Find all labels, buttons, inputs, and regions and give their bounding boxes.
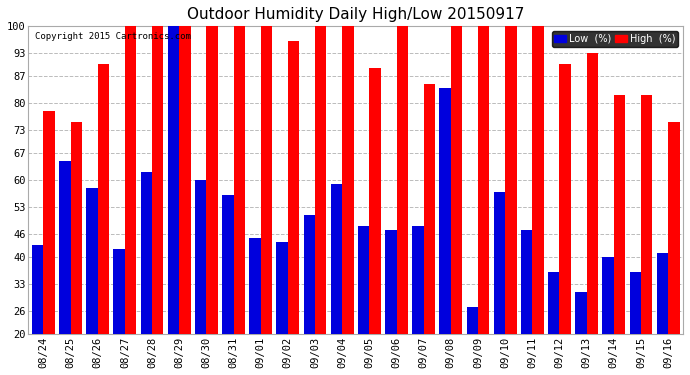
Bar — [86, 188, 98, 334]
Bar — [641, 95, 652, 334]
Title: Outdoor Humidity Daily High/Low 20150917: Outdoor Humidity Daily High/Low 20150917 — [187, 7, 524, 22]
Bar — [575, 292, 586, 334]
Bar — [369, 68, 381, 334]
Bar — [32, 246, 43, 334]
Bar — [249, 238, 261, 334]
Bar — [657, 253, 668, 334]
Bar — [532, 26, 544, 334]
Bar — [424, 84, 435, 334]
Bar — [342, 26, 353, 334]
Bar — [179, 26, 190, 334]
Bar — [222, 195, 233, 334]
Legend: Low  (%), High  (%): Low (%), High (%) — [551, 31, 678, 46]
Bar — [560, 64, 571, 334]
Bar — [385, 230, 397, 334]
Bar — [440, 87, 451, 334]
Bar — [59, 161, 70, 334]
Bar — [548, 272, 560, 334]
Bar — [70, 122, 82, 334]
Bar — [614, 95, 625, 334]
Text: Copyright 2015 Cartronics.com: Copyright 2015 Cartronics.com — [35, 32, 191, 41]
Bar — [412, 226, 424, 334]
Bar — [195, 180, 206, 334]
Bar — [315, 26, 326, 334]
Bar — [288, 41, 299, 334]
Bar — [304, 214, 315, 334]
Bar — [168, 26, 179, 334]
Bar — [331, 184, 342, 334]
Bar — [261, 26, 272, 334]
Bar — [451, 26, 462, 334]
Bar — [43, 111, 55, 334]
Bar — [505, 26, 517, 334]
Bar — [494, 192, 505, 334]
Bar — [206, 26, 218, 334]
Bar — [668, 122, 680, 334]
Bar — [629, 272, 641, 334]
Bar — [397, 26, 408, 334]
Bar — [233, 26, 245, 334]
Bar — [466, 307, 478, 334]
Bar — [98, 64, 109, 334]
Bar — [277, 242, 288, 334]
Bar — [586, 53, 598, 334]
Bar — [141, 172, 152, 334]
Bar — [113, 249, 125, 334]
Bar — [521, 230, 532, 334]
Bar — [358, 226, 369, 334]
Bar — [152, 26, 164, 334]
Bar — [602, 257, 614, 334]
Bar — [478, 26, 489, 334]
Bar — [125, 26, 137, 334]
